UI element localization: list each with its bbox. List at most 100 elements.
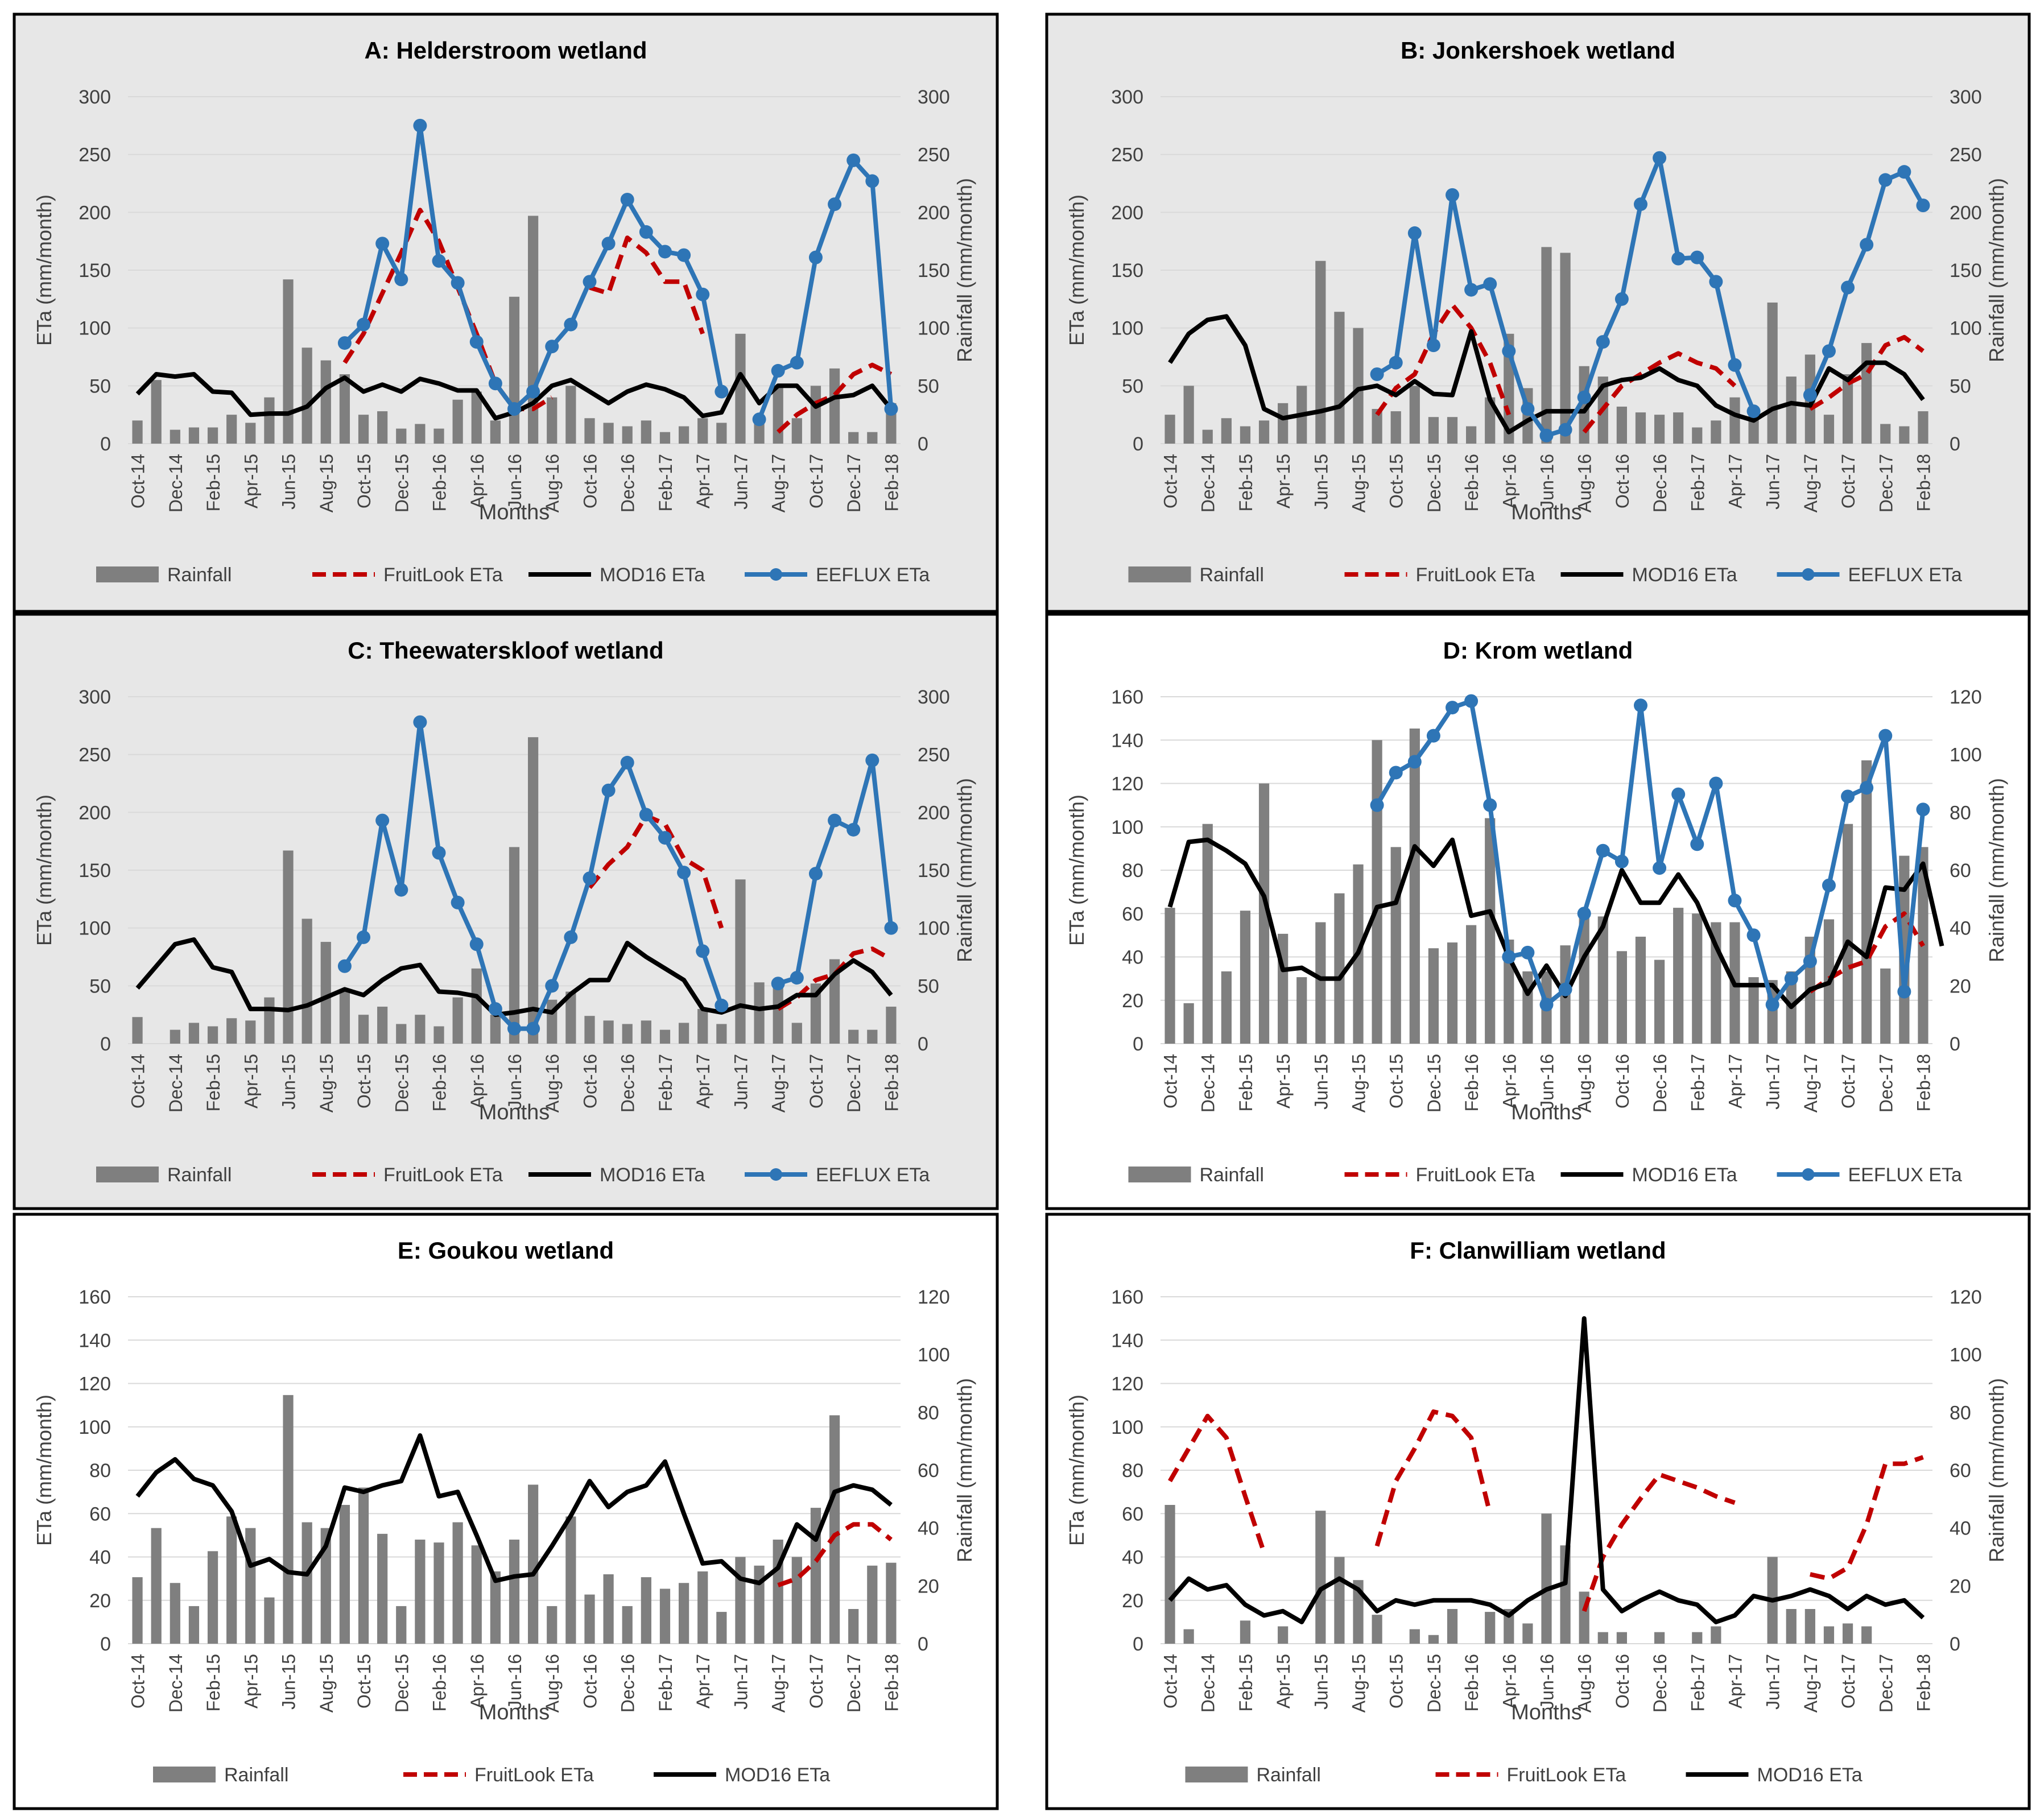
x-tick-label: Feb-18 <box>881 1054 902 1111</box>
x-tick-label: Feb-18 <box>1913 1654 1934 1711</box>
panel-frame <box>13 613 999 1210</box>
y2-axis-title: Rainfall (mm/month) <box>953 1378 976 1562</box>
rainfall-bar <box>396 428 407 444</box>
x-tick-label: Feb-16 <box>1461 454 1482 511</box>
eeflux-point <box>1426 338 1440 353</box>
rainfall-bar <box>452 399 463 444</box>
x-tick-label: Oct-14 <box>1161 1654 1181 1709</box>
x-tick-label: Feb-17 <box>1687 454 1708 511</box>
rainfall-bar <box>264 1597 275 1644</box>
y-tick-label: 60 <box>1122 1503 1143 1525</box>
rainfall-bar <box>603 423 614 444</box>
y-tick-label: 0 <box>100 433 111 455</box>
x-tick-label: Aug-15 <box>316 454 337 512</box>
x-tick-label: Jun-15 <box>1311 1654 1331 1710</box>
eeflux-point <box>601 783 616 797</box>
rainfall-bar <box>547 1606 558 1644</box>
rainfall-bar <box>641 1020 651 1044</box>
legend-label: EEFLUX ETa <box>816 1164 930 1186</box>
y2-axis-title: Rainfall (mm/month) <box>1985 178 2008 362</box>
rainfall-bar <box>1823 415 1835 444</box>
y-tick-label: 40 <box>1122 947 1143 969</box>
x-tick-label: Dec-17 <box>1876 1054 1896 1112</box>
rainfall-bar <box>773 386 783 444</box>
rainfall-bar <box>396 1024 407 1044</box>
eeflux-point <box>1633 197 1647 212</box>
chart-title: A: Helderstroom wetland <box>364 37 647 64</box>
eeflux-point <box>1690 837 1704 851</box>
y-tick-label: 100 <box>1111 318 1143 340</box>
rainfall-bar <box>1221 418 1232 444</box>
rainfall-bar <box>1823 1626 1835 1644</box>
legend-item: EEFLUX ETa <box>1777 1164 1962 1186</box>
eeflux-point <box>1502 950 1516 964</box>
rainfall-bar <box>659 432 671 444</box>
fruitlook-line <box>1808 334 1925 411</box>
y-tick-label: 300 <box>79 86 111 108</box>
rainfall-bar <box>1409 386 1420 444</box>
y2-tick-label: 80 <box>918 1402 939 1424</box>
x-axis-title: Months <box>479 1701 550 1724</box>
eeflux-point <box>1407 755 1422 769</box>
rainfall-bar <box>565 386 576 444</box>
rainfall-bar <box>509 847 520 1044</box>
rainfall-bar <box>735 1557 746 1644</box>
legend-label: Rainfall <box>1257 1764 1321 1786</box>
eeflux-point <box>1784 971 1798 986</box>
eeflux-point <box>865 174 879 188</box>
x-tick-label: Oct-17 <box>1838 1054 1859 1108</box>
rainfall-bar <box>207 1551 218 1644</box>
eeflux-point <box>1446 701 1460 715</box>
x-tick-label: Jun-16 <box>505 454 525 510</box>
legend-item: FruitLook ETa <box>403 1764 594 1786</box>
x-tick-label: Jun-17 <box>730 1054 751 1110</box>
y2-tick-label: 50 <box>918 975 939 997</box>
rainfall-bar <box>1447 942 1458 1044</box>
rainfall-bar <box>622 1024 633 1044</box>
rainfall-bar <box>1409 728 1420 1044</box>
eeflux-point <box>1596 843 1610 858</box>
legend-item: MOD16 ETa <box>1560 564 1737 586</box>
eeflux-point <box>1897 165 1911 179</box>
x-tick-label: Jun-15 <box>1311 1054 1331 1110</box>
rainfall-bar <box>791 418 802 444</box>
eeflux-point <box>884 921 898 935</box>
rainfall-bar <box>1390 411 1401 444</box>
legend-item: FruitLook ETa <box>1344 1164 1535 1186</box>
y2-tick-label: 100 <box>1950 1345 1982 1366</box>
y-tick-label: 250 <box>79 144 111 166</box>
legend-label: MOD16 ETa <box>1757 1764 1863 1786</box>
eeflux-point <box>808 867 823 881</box>
eeflux-point <box>884 402 898 416</box>
chart-title: C: Theewaterskloof wetland <box>348 637 663 664</box>
rainfall-bar <box>1541 247 1552 444</box>
x-tick-label: Jun-16 <box>505 1654 525 1710</box>
rainfall-bar <box>226 415 237 444</box>
rainfall-bar <box>170 429 180 444</box>
eeflux-point <box>1558 982 1572 996</box>
rainfall-bar <box>659 1029 671 1044</box>
x-tick-label: Dec-17 <box>1876 1654 1896 1713</box>
y2-tick-label: 60 <box>1950 860 1971 882</box>
rainfall-bar <box>659 1589 671 1644</box>
eeflux-point <box>1389 766 1403 780</box>
eeflux-point <box>469 335 484 349</box>
y-tick-label: 100 <box>79 1417 111 1438</box>
eeflux-point <box>375 813 390 828</box>
rainfall-bar <box>1635 936 1646 1044</box>
x-tick-label: Jun-15 <box>1311 454 1331 510</box>
rainfall-bar <box>490 1571 501 1644</box>
eeflux-point <box>1709 776 1723 791</box>
y-tick-label: 80 <box>1122 860 1143 882</box>
x-axis-title: Months <box>479 500 550 524</box>
eeflux-point <box>1539 428 1554 442</box>
x-tick-label: Feb-16 <box>430 1654 450 1711</box>
panel-E: E: Goukou wetland 0 20 40 60 80 100 120 140 160 0 2… <box>13 1213 999 1810</box>
eeflux-point <box>413 118 427 133</box>
x-tick-label: Aug-15 <box>1349 1054 1369 1112</box>
y-tick-label: 0 <box>100 1033 111 1055</box>
x-tick-label: Feb-15 <box>1236 1054 1256 1111</box>
x-tick-label: Aug-17 <box>769 1654 789 1713</box>
rainfall-bar <box>622 426 633 444</box>
